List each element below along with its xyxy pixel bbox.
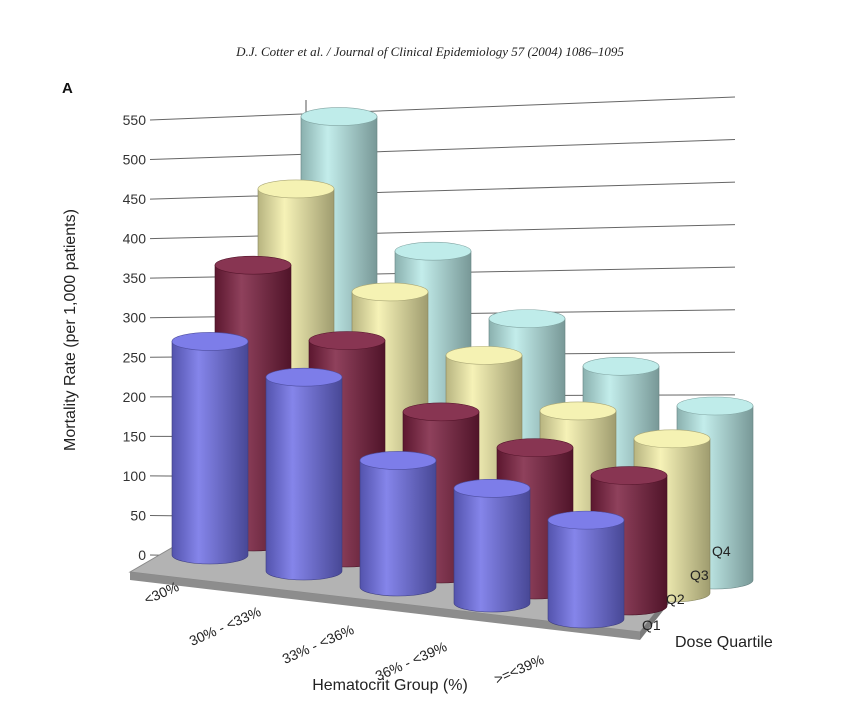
bar-q1-cat-4 (547, 510, 625, 629)
bar-top (214, 255, 292, 275)
dose-quartile-label: Q1 (642, 617, 661, 633)
bar-body (453, 488, 531, 613)
bar-top (582, 356, 660, 376)
bar-top (308, 331, 386, 350)
bar-top (257, 179, 335, 199)
bar-top (547, 510, 625, 530)
bar-q1-cat-3 (453, 479, 531, 613)
bar-body (359, 460, 437, 597)
y-axis-title: Mortality Rate (per 1,000 patients) (62, 209, 79, 451)
bar-q1-cat-1 (265, 367, 343, 581)
gridline (149, 181, 736, 200)
bar-q1-cat-0 (171, 332, 249, 565)
y-tick-label: 300 (123, 310, 147, 326)
x-tick-label: >=<39% (492, 651, 547, 687)
y-tick-label: 200 (123, 389, 147, 405)
y-tick-label: 450 (123, 191, 147, 207)
dose-quartile-title: Dose Quartile (675, 634, 773, 651)
bar-top (633, 429, 711, 449)
x-tick-label: 30% - <33% (187, 603, 264, 649)
dose-quartile-label: Q4 (712, 543, 731, 559)
bar-top (676, 396, 754, 416)
bar-top (300, 107, 378, 126)
y-tick-label: 500 (123, 152, 147, 168)
y-tick-label: 50 (130, 507, 146, 523)
y-tick-label: 100 (123, 468, 147, 484)
bar-top (351, 282, 429, 302)
y-tick-label: 550 (123, 112, 147, 128)
bar-top (539, 401, 617, 421)
bar-top (359, 451, 437, 470)
bar-top (453, 479, 531, 498)
bar-top (488, 309, 566, 328)
y-tick-label: 0 (138, 547, 146, 563)
y-tick-label: 350 (123, 270, 147, 286)
bar-top (394, 241, 472, 261)
gridline (149, 96, 736, 121)
dose-quartile-label: Q2 (666, 591, 685, 607)
citation: D.J. Cotter et al. / Journal of Clinical… (235, 44, 624, 59)
bar-top (402, 402, 480, 422)
gridline (149, 224, 736, 240)
bar-top (171, 332, 249, 351)
dose-quartile-label: Q3 (690, 567, 709, 583)
x-axis-title: Hematocrit Group (%) (312, 677, 468, 694)
floor-front-edge (130, 572, 640, 640)
x-tick-label: 33% - <36% (280, 621, 357, 667)
y-tick-label: 250 (123, 349, 147, 365)
bar-q1-cat-2 (359, 451, 437, 597)
bar-top (445, 346, 523, 365)
bar-top (265, 367, 343, 387)
bar-top (496, 438, 574, 457)
bar-body (265, 376, 343, 581)
y-tick-label: 150 (123, 428, 147, 444)
panel-label: A (62, 80, 73, 97)
bar-top (590, 466, 668, 485)
bar-body (171, 341, 249, 565)
y-tick-label: 400 (123, 231, 147, 247)
bar-body (547, 519, 625, 629)
gridline (149, 139, 736, 161)
